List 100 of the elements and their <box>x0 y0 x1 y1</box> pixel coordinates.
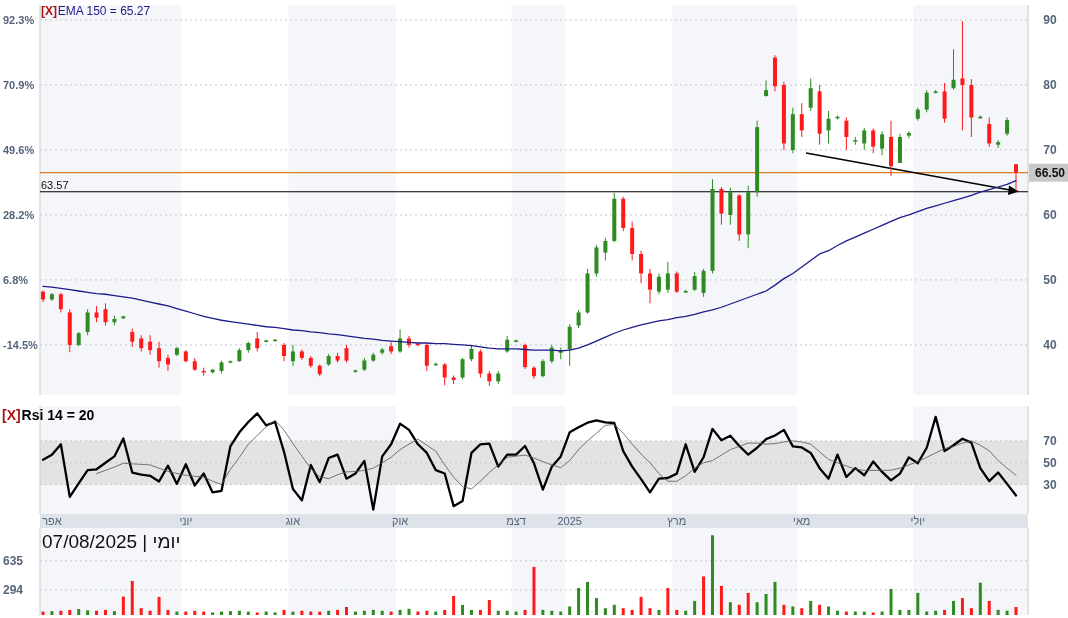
bar <box>59 610 63 615</box>
bar <box>389 611 393 615</box>
candlestick <box>478 349 483 378</box>
bar <box>1014 606 1018 615</box>
bar <box>568 606 572 615</box>
candlestick <box>157 341 162 369</box>
bar <box>336 609 340 615</box>
bar <box>425 610 429 615</box>
candlestick <box>148 334 153 356</box>
candlestick <box>576 309 581 329</box>
bar <box>657 609 661 615</box>
y-tick-label: 70 <box>1043 433 1057 448</box>
bar <box>916 592 920 615</box>
bar <box>630 609 634 615</box>
candlestick <box>826 110 831 144</box>
x-tick-label: יוני <box>179 515 193 527</box>
bar <box>577 587 581 615</box>
bar <box>407 608 411 615</box>
bar <box>95 610 99 615</box>
bar <box>746 592 750 615</box>
bar <box>755 602 759 615</box>
bar <box>246 611 250 615</box>
x-tick-label: אוג <box>285 515 301 527</box>
candlestick <box>165 354 170 372</box>
bar <box>969 608 973 615</box>
candlestick <box>282 342 287 362</box>
bar <box>1005 610 1009 615</box>
bar <box>728 602 732 615</box>
bar <box>255 612 259 615</box>
bar <box>264 611 268 615</box>
bar <box>960 598 964 615</box>
candlestick <box>665 261 670 294</box>
bar <box>68 609 72 615</box>
bar <box>559 611 563 615</box>
y-tick-label: 50 <box>1043 272 1057 287</box>
bar <box>952 600 956 615</box>
bar <box>514 611 518 615</box>
candlestick <box>692 271 697 292</box>
y-tick-label: 80 <box>1043 77 1057 92</box>
bar <box>478 609 482 615</box>
y2-tick-label: 92.3% <box>3 14 35 27</box>
candlestick <box>987 116 992 148</box>
x-tick-label: מרץ <box>667 515 687 527</box>
candlestick <box>996 139 1001 149</box>
bar <box>112 611 116 615</box>
y2-tick-label: 28.2% <box>3 209 35 222</box>
bar <box>978 582 982 615</box>
y-tick-label: 635 <box>3 553 24 568</box>
candlestick <box>728 187 733 226</box>
candlestick <box>862 127 867 151</box>
bar <box>86 610 90 615</box>
bar <box>434 611 438 615</box>
bar <box>291 611 295 615</box>
y-tick-label: 30 <box>1043 477 1057 492</box>
bar <box>862 611 866 615</box>
x-tick-label: יולי <box>910 515 926 527</box>
bar <box>934 610 938 615</box>
candlestick <box>674 271 679 294</box>
candlestick <box>1005 116 1010 137</box>
text: Rsi 14 = 20 <box>21 407 95 423</box>
bar <box>925 611 929 615</box>
candlestick <box>701 268 706 298</box>
y2-tick-label: 49.6% <box>3 144 35 157</box>
candlestick <box>424 343 429 372</box>
bar <box>362 610 366 615</box>
bar <box>309 611 313 615</box>
y2-tick-label: 70.9% <box>3 79 35 92</box>
bar <box>380 610 384 615</box>
bar <box>452 595 456 615</box>
y-tick-label: 50 <box>1043 455 1057 470</box>
bar <box>898 609 902 615</box>
bar <box>318 611 322 615</box>
bar <box>121 596 125 615</box>
bar <box>300 610 304 615</box>
bar <box>523 609 527 615</box>
candlestick <box>58 292 63 313</box>
bar <box>853 611 857 615</box>
y2-tick-label: 6.8% <box>3 274 29 287</box>
bar <box>684 610 688 615</box>
bar <box>148 610 152 615</box>
bar <box>639 596 643 615</box>
bar <box>782 604 786 615</box>
bar <box>220 611 224 615</box>
bar <box>345 606 349 615</box>
bar <box>469 609 473 615</box>
candlestick <box>906 130 911 139</box>
y-tick-label: 60 <box>1043 207 1057 222</box>
bar <box>612 604 616 615</box>
bar <box>586 581 590 615</box>
bar <box>702 576 706 615</box>
bar <box>505 610 509 615</box>
bar <box>228 611 232 615</box>
bar <box>880 611 884 615</box>
candlestick <box>567 323 572 367</box>
bar <box>202 611 206 615</box>
candlestick <box>130 328 135 348</box>
bar <box>211 612 215 615</box>
bar <box>764 593 768 615</box>
bar <box>603 608 607 615</box>
candlestick <box>389 341 394 355</box>
